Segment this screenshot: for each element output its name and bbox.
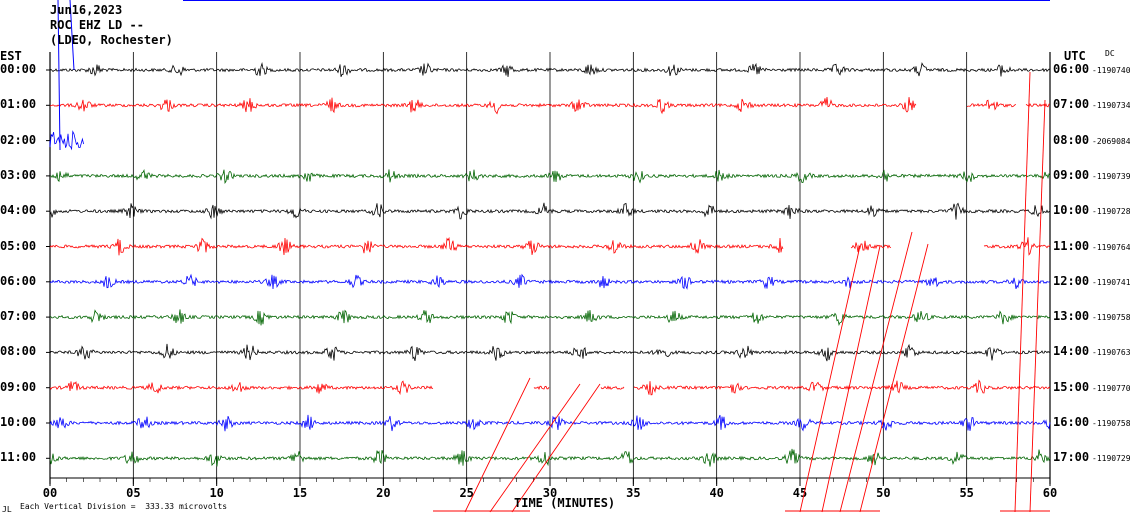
left-zone-label: EST (0, 49, 22, 63)
est-hour-label: 11:00 (0, 450, 37, 465)
x-tick-label: 15 (293, 486, 307, 500)
est-hour-label: 06:00 (0, 273, 37, 288)
artifact-line (1014, 71, 1031, 513)
seismic-trace (49, 62, 1051, 77)
seismic-trace (49, 97, 1051, 115)
dc-offset-label: -1190741 (1092, 277, 1130, 287)
est-hour-label: 04:00 (0, 203, 37, 218)
dc-offset-label: -1190770 (1092, 383, 1130, 393)
artifact-line (839, 231, 913, 513)
artifact-line (1029, 99, 1046, 513)
est-hour-label: 00:00 (0, 62, 37, 76)
artifact-line (859, 243, 929, 513)
dc-offset-label: -1190734 (1092, 101, 1130, 111)
utc-hour-label: 13:00 (1053, 309, 1090, 324)
scale-note: Each Vertical Division = 333.33 microvol… (20, 502, 228, 511)
x-tick-label: 60 (1043, 486, 1057, 500)
station-location: (LDEO, Rochester) (50, 33, 173, 47)
est-hour-label: 09:00 (0, 379, 37, 394)
seismic-trace (49, 168, 1051, 184)
utc-hour-label: 15:00 (1053, 379, 1090, 394)
utc-hour-label: 09:00 (1053, 167, 1090, 182)
x-tick-label: 55 (959, 486, 973, 500)
x-tick-label: 40 (709, 486, 723, 500)
artifact-line (57, 0, 75, 151)
artifact-line (821, 245, 881, 513)
dc-offset-label: -1190758 (1092, 313, 1130, 323)
est-hour-label: 07:00 (0, 309, 37, 324)
utc-hour-label: 16:00 (1053, 415, 1090, 429)
artifact-line (464, 377, 531, 513)
dc-offset-label: -1190763 (1092, 348, 1130, 358)
dc-offset-label: -1190758 (1092, 419, 1130, 428)
dc-offset-label: -1190728 (1092, 207, 1130, 217)
est-hour-label: 08:00 (0, 344, 37, 359)
artifact-line (511, 383, 601, 513)
utc-hour-label: 07:00 (1053, 97, 1090, 112)
seismic-trace (49, 309, 1051, 326)
right-zone-label: UTC (1064, 49, 1086, 63)
est-hour-label: 02:00 (0, 132, 37, 147)
x-tick-label: 10 (209, 486, 223, 500)
est-hour-label: 01:00 (0, 97, 37, 112)
dc-offset-label: -1190764 (1092, 242, 1130, 252)
artifact-line (489, 383, 581, 513)
x-axis-label: TIME (MINUTES) (514, 496, 616, 510)
seismic-trace (49, 236, 1051, 256)
est-hour-label: 10:00 (0, 415, 37, 429)
x-tick-label: 30 (543, 486, 557, 500)
utc-hour-label: 17:00 (1053, 450, 1090, 465)
seismic-trace (49, 448, 1051, 467)
est-hour-label: 05:00 (0, 238, 37, 253)
record-date: Jun16,2023 (50, 3, 123, 17)
x-tick-label: 05 (126, 486, 140, 500)
station-code: ROC EHZ LD -- (50, 18, 144, 32)
x-tick-label: 00 (43, 486, 57, 500)
utc-hour-label: 06:00 (1053, 62, 1090, 76)
seismic-trace (49, 343, 1051, 362)
est-hour-label: 03:00 (0, 167, 37, 182)
artifact-line (799, 245, 861, 513)
x-tick-label: 20 (376, 486, 390, 500)
dc-offset-label: -1190729 (1092, 454, 1130, 464)
seismic-trace (49, 379, 1051, 396)
x-tick-label: 35 (626, 486, 640, 500)
seismic-trace (49, 130, 84, 151)
dc-label: DC (1105, 49, 1115, 58)
seismic-trace (49, 273, 1051, 290)
utc-hour-label: 08:00 (1053, 132, 1090, 147)
utc-hour-label: 14:00 (1053, 344, 1090, 359)
utc-hour-label: 10:00 (1053, 203, 1090, 218)
seismic-trace (49, 414, 1051, 432)
dc-offset-label: -1190739 (1092, 171, 1130, 181)
corner-mark: JL (2, 505, 12, 514)
x-tick-label: 50 (876, 486, 890, 500)
x-tick-label: 25 (459, 486, 473, 500)
utc-hour-label: 11:00 (1053, 238, 1090, 253)
seismic-trace (49, 202, 1051, 220)
dc-offset-label: -1190740 (1092, 66, 1130, 75)
utc-hour-label: 12:00 (1053, 273, 1090, 288)
dc-offset-label: -2069084 (1092, 136, 1130, 146)
